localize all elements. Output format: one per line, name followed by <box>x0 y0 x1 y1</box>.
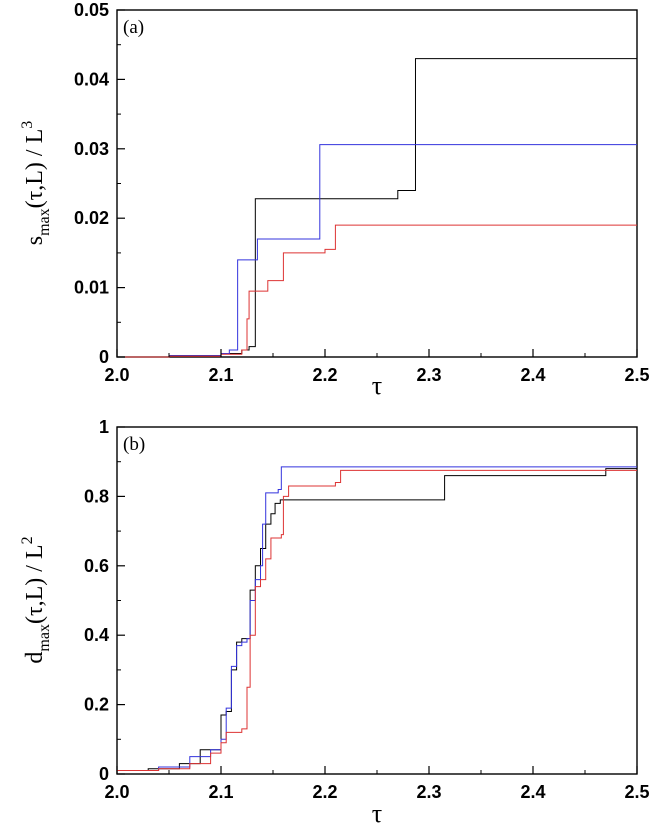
panel-label: (a) <box>123 17 144 38</box>
series-line-1 <box>117 144 637 358</box>
x-tick-label: 2.0 <box>104 782 129 802</box>
x-tick-label: 2.5 <box>624 365 649 385</box>
chart-panel-a: 2.0 2.1 2.2 2.3 2.4 2.500.010.020.030.040.05 … <box>19 0 650 400</box>
y-axis-label-rest: (τ,L) / L <box>22 544 48 624</box>
y-axis-label-sub: max <box>36 208 53 236</box>
y-tick-label: 0.05 <box>74 0 109 20</box>
x-tick-label: 2.3 <box>416 365 441 385</box>
y-tick-label: 0.01 <box>74 278 109 298</box>
y-tick-label: 0.02 <box>74 208 109 228</box>
x-tick-label: 2.4 <box>520 782 545 802</box>
y-axis-label-rest: (τ,L) / L <box>22 129 48 209</box>
plot-frame <box>116 426 638 775</box>
x-tick-label: 2.2 <box>312 782 337 802</box>
x-tick-label: 2.1 <box>208 782 233 802</box>
ticks-layer: 2.0 2.1 2.2 2.3 2.4 2.5 0 0.2 0.4 0.6 0.8 1 <box>84 417 650 802</box>
y-tick-label: 0.4 <box>84 625 109 645</box>
series-layer <box>117 58 637 358</box>
x-tick-label: 2.3 <box>416 782 441 802</box>
series-line-2 <box>117 469 637 772</box>
panel-label: (b) <box>123 434 145 455</box>
series-line-0 <box>117 58 637 358</box>
y-tick-label: 1 <box>99 417 109 437</box>
y-axis-label: smax(τ,L) / L3 <box>19 121 53 246</box>
y-axis-label: dmax(τ,L) / L2 <box>19 536 53 663</box>
y-axis-label-base: d <box>22 652 48 664</box>
y-axis-label-sup: 2 <box>19 536 36 544</box>
x-axis-label: τ <box>372 799 382 828</box>
x-tick-label: 2.0 <box>104 365 129 385</box>
series-line-0 <box>117 466 638 772</box>
ticks-layer: 2.0 2.1 2.2 2.3 2.4 2.5 0 0.01 0.02 0.03 0.04 0.05 <box>74 0 650 385</box>
y-tick-label: 0.03 <box>74 139 109 159</box>
series-line-2 <box>117 224 637 358</box>
series-layer <box>117 466 638 772</box>
y-axis-label-base: s <box>22 236 48 245</box>
x-tick-label: 2.5 <box>624 782 649 802</box>
y-tick-label: 0.6 <box>84 556 109 576</box>
y-axis-label-sub: max <box>36 624 53 652</box>
y-tick-label: 0 <box>99 347 109 367</box>
x-tick-label: 2.2 <box>312 365 337 385</box>
x-tick-label: 2.1 <box>208 365 233 385</box>
x-axis-label: τ <box>372 371 382 400</box>
y-tick-label: 0 <box>99 764 109 784</box>
y-tick-label: 0.8 <box>84 486 109 506</box>
series-line-1 <box>117 466 637 772</box>
chart-panel-b: 2.0 2.1 2.2 2.3 2.4 2.5 0 0.2 0.4 0.6 0.8 1 (b) τ d… <box>19 417 650 828</box>
x-tick-label: 2.4 <box>520 365 545 385</box>
plot-frame <box>116 9 638 358</box>
y-axis-label-sup: 3 <box>19 121 36 129</box>
y-tick-label: 0.2 <box>84 695 109 715</box>
y-tick-label: 0.04 <box>74 69 109 89</box>
